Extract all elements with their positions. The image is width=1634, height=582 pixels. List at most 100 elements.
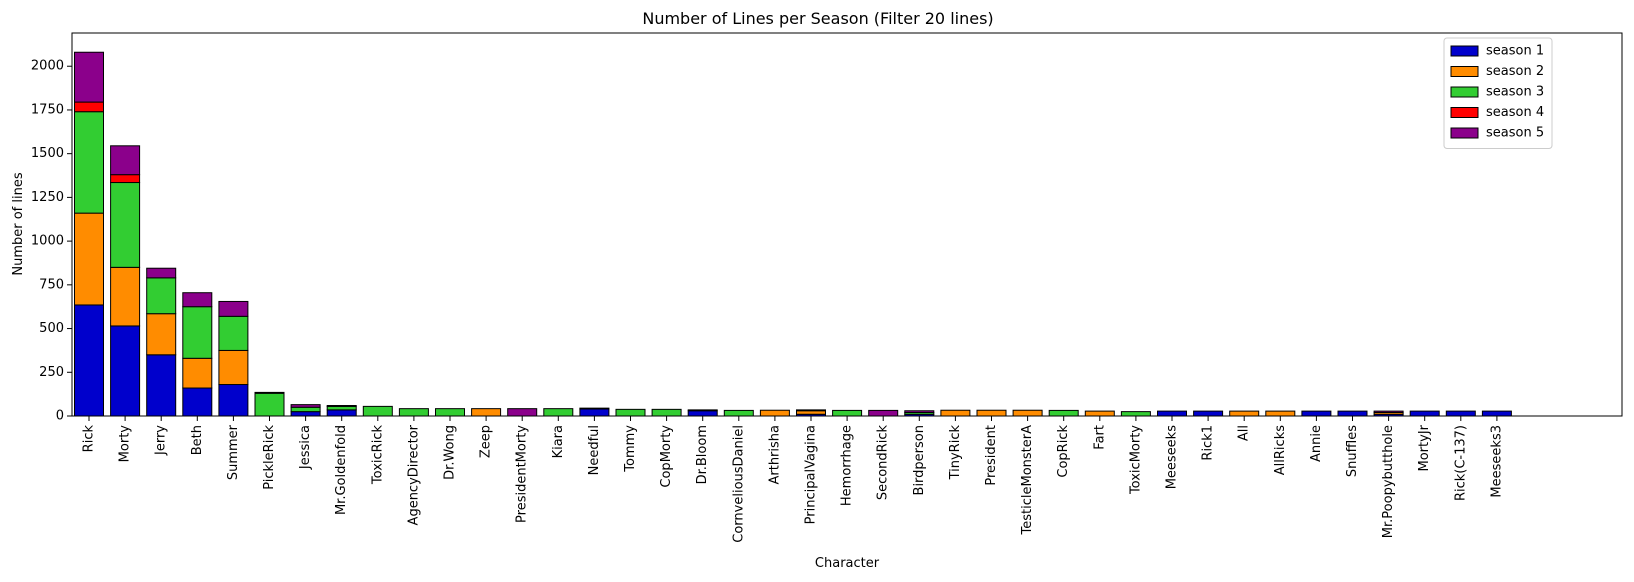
x-tick-label: Jessica — [298, 425, 313, 470]
bar-rick-season-1 — [74, 304, 104, 417]
bar-summer-season-3 — [218, 315, 249, 351]
bar-needful-season-1 — [579, 408, 610, 417]
bar-jessica-season-5 — [290, 404, 321, 408]
bar-beth-season-3 — [182, 306, 213, 359]
x-tick-label: Rick(C-137) — [1453, 425, 1468, 501]
bar-toxicmorty-season-3 — [1120, 411, 1151, 417]
legend-label: season 2 — [1486, 64, 1544, 79]
legend-box — [1443, 37, 1553, 149]
y-tick-label: 1250 — [31, 190, 64, 205]
bar-jerry-season-1 — [146, 354, 177, 417]
legend-label: season 3 — [1486, 85, 1544, 100]
x-tick-label: ToxicMorty — [1128, 425, 1143, 495]
x-tick-label: All — [1237, 425, 1252, 441]
y-axis-label: Number of lines — [11, 172, 26, 275]
bar-testiclemonstera-season-2 — [1012, 409, 1043, 417]
bar-all-season-2 — [1229, 410, 1260, 417]
bar-needful-season-5 — [579, 407, 610, 410]
x-tick-label: PrincipalVagina — [804, 425, 819, 524]
bar-snuffles-season-1 — [1337, 410, 1368, 417]
x-tick-label: Dr.Bloom — [695, 425, 710, 484]
x-tick-label: Kiara — [551, 425, 566, 458]
bar-rick-season-2 — [74, 212, 104, 306]
x-tick-label: Rick — [82, 425, 97, 453]
legend-swatch — [1450, 45, 1479, 57]
y-ticks: 0 250 500 750 1000 1250 1500 1750 2000 — [31, 59, 72, 424]
x-ticks: Rick Morty Jerry Beth Summer PickleRick Jessic… — [82, 416, 1504, 543]
bar-agencydirector-season-3 — [398, 408, 429, 417]
x-tick-label: Mr.Poopybutthole — [1381, 425, 1396, 538]
legend-swatch — [1450, 86, 1479, 98]
bar-beth-season-2 — [182, 357, 213, 389]
x-tick-label: Snuffles — [1345, 425, 1360, 477]
x-tick-label: Meeseeks3 — [1489, 425, 1504, 498]
plot-frame — [71, 32, 1623, 417]
x-tick-label: Arthrisha — [767, 425, 782, 485]
y-tick-label: 1000 — [31, 234, 64, 249]
bar-coprick-season-3 — [1048, 409, 1079, 417]
bar-rick-c-137--season-1 — [1445, 410, 1476, 417]
bar-president-season-2 — [976, 409, 1007, 417]
x-tick-label: AllRicks — [1273, 425, 1288, 475]
x-tick-label: CornveliousDaniel — [731, 425, 746, 543]
x-tick-label: TinyRick — [948, 425, 963, 481]
x-tick-label: ToxicRick — [370, 425, 385, 486]
bar-principalvagina-season-2 — [796, 410, 826, 415]
bar-cornveliousdaniel-season-3 — [723, 409, 754, 417]
bar-mr-goldenfold-season-5 — [326, 405, 357, 407]
bar-summer-season-1 — [218, 384, 249, 417]
bar-birdperson-season-5 — [904, 410, 935, 413]
x-tick-label: Hemorrhage — [840, 425, 855, 506]
bar-hemorrhage-season-3 — [832, 409, 863, 417]
bar-rick-season-4 — [74, 101, 104, 113]
x-tick-label: Dr.Wong — [443, 425, 458, 480]
legend-label: season 5 — [1486, 126, 1544, 141]
x-tick-label: PickleRick — [262, 425, 277, 490]
x-tick-label: President — [984, 425, 999, 486]
bar-summer-season-5 — [218, 300, 249, 317]
legend-label: season 1 — [1486, 44, 1544, 59]
x-axis-label: Character — [815, 556, 880, 571]
bar-jerry-season-2 — [146, 313, 177, 356]
bar-morty-season-2 — [110, 266, 141, 327]
bar-mortyjr-season-1 — [1409, 410, 1440, 417]
x-tick-label: Tommy — [623, 425, 638, 473]
bar-secondrick-season-5 — [868, 409, 899, 417]
y-tick-label: 250 — [39, 365, 64, 380]
bar-beth-season-5 — [182, 292, 213, 308]
bar-jessica-season-1 — [290, 411, 321, 417]
bar-picklerick-season-3 — [254, 392, 285, 417]
x-tick-label: CopRick — [1056, 425, 1071, 478]
x-tick-label: Beth — [190, 425, 205, 455]
x-tick-label: Mr.Goldenfold — [334, 425, 349, 515]
bar-morty-season-1 — [110, 325, 141, 417]
x-tick-label: SecondRick — [876, 425, 891, 501]
x-tick-label: Jerry — [154, 425, 169, 456]
bar-summer-season-2 — [218, 349, 249, 386]
x-tick-label: CopMorty — [659, 425, 674, 488]
x-tick-label: Morty — [118, 425, 133, 463]
x-tick-label: TesticleMonsterA — [1020, 425, 1035, 536]
legend-swatch — [1450, 107, 1479, 118]
legend: season 1 season 2 season 3 season 4 season 5 — [1443, 37, 1553, 149]
bar-beth-season-1 — [182, 387, 213, 417]
bar-mr-goldenfold-season-1 — [326, 409, 357, 417]
x-tick-label: Summer — [226, 424, 241, 480]
bar-rick-season-3 — [74, 111, 104, 214]
bar-allricks-season-2 — [1265, 410, 1296, 417]
bar-principalvagina-season-5 — [796, 409, 826, 412]
bar-rick-season-5 — [74, 51, 104, 103]
x-tick-label: Rick1 — [1201, 425, 1216, 461]
bar-zeep-season-2 — [471, 408, 502, 417]
x-tick-label: Zeep — [479, 425, 494, 458]
x-tick-label: Needful — [587, 425, 602, 475]
bar-mr-goldenfold-season-3 — [326, 405, 357, 411]
x-tick-label: MortyJr — [1417, 424, 1432, 471]
bar-toxicrick-season-3 — [362, 405, 393, 417]
bar-tinyrick-season-2 — [940, 409, 971, 417]
y-tick-label: 500 — [39, 321, 64, 336]
bar-dr-bloom-season-5 — [687, 409, 718, 412]
y-tick-label: 2000 — [31, 59, 64, 74]
bar-arthrisha-season-2 — [759, 409, 790, 417]
